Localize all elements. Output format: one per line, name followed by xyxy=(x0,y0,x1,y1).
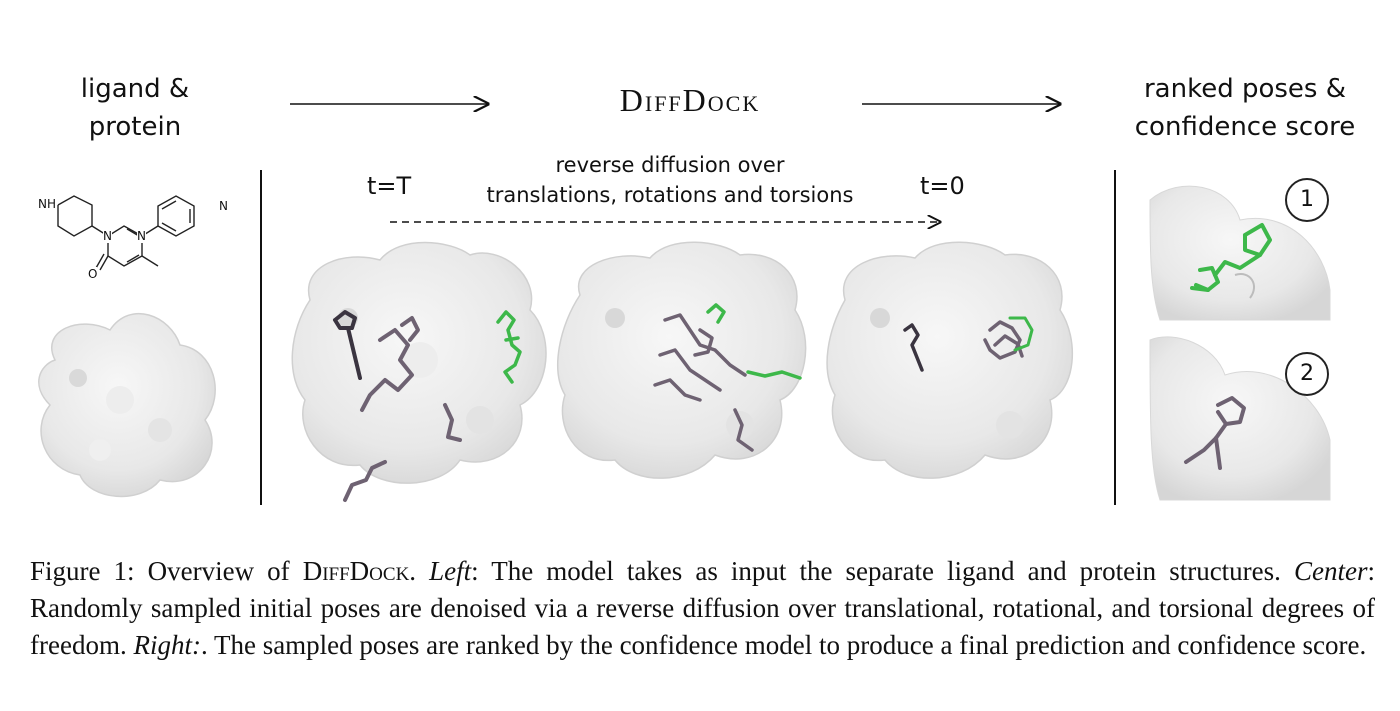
right-label-line1: ranked poses & xyxy=(1143,74,1347,104)
caption-prefix: Figure 1: Overview of xyxy=(30,556,303,586)
diffusion-subtitle: reverse diffusion over translations, rot… xyxy=(440,150,900,210)
right-panel-label: ranked poses & confidence score xyxy=(1120,70,1370,146)
diffdock-title: DiffDock xyxy=(619,82,761,118)
caption-left-label: Left xyxy=(429,556,472,586)
caption-right-text: . The sampled poses are ranked by the co… xyxy=(200,630,1367,660)
caption-period: . xyxy=(409,556,430,586)
figure-caption: Figure 1: Overview of DiffDock. Left: Th… xyxy=(30,553,1375,664)
molecule-n-label-2: N xyxy=(137,229,146,243)
t-end-label: t=0 xyxy=(920,172,965,200)
protein-surface-step-3 xyxy=(826,241,1073,479)
protein-surface-input xyxy=(38,312,216,498)
molecule-o-label: O xyxy=(88,267,98,281)
rank-badge-2: 2 xyxy=(1285,352,1329,396)
ligand-poses-step-3 xyxy=(903,316,1034,372)
ranked-pose-2-image xyxy=(1149,336,1331,501)
ligand-poses-step-1 xyxy=(333,310,522,502)
molecule-n-label-1: N xyxy=(103,229,112,243)
molecule-nh-label: NH xyxy=(38,197,56,211)
rank-badge-1: 1 xyxy=(1285,178,1329,222)
ranked-pose-1-image xyxy=(1149,170,1331,321)
molecule-n-label-3: N xyxy=(219,199,228,213)
caption-left-text: : The model takes as input the separate … xyxy=(471,556,1294,586)
t-start-label: t=T xyxy=(367,172,412,200)
ligand-poses-step-2 xyxy=(653,303,802,452)
caption-brand: DiffDock xyxy=(302,556,410,586)
caption-right-label: Right: xyxy=(133,630,201,660)
caption-center-label: Center xyxy=(1293,556,1368,586)
caption-center-text: : Randomly sampled initial poses are den… xyxy=(30,556,1375,660)
left-panel-label: ligand & protein xyxy=(40,70,230,146)
protein-surface-step-1 xyxy=(291,241,547,484)
subtitle-line1: reverse diffusion over xyxy=(555,153,785,177)
left-label-line2: protein xyxy=(88,112,182,142)
ligand-structure-diagram xyxy=(57,195,195,271)
left-label-line1: ligand & xyxy=(80,74,190,104)
right-label-line2: confidence score xyxy=(1134,112,1356,142)
subtitle-line2: translations, rotations and torsions xyxy=(486,183,854,207)
